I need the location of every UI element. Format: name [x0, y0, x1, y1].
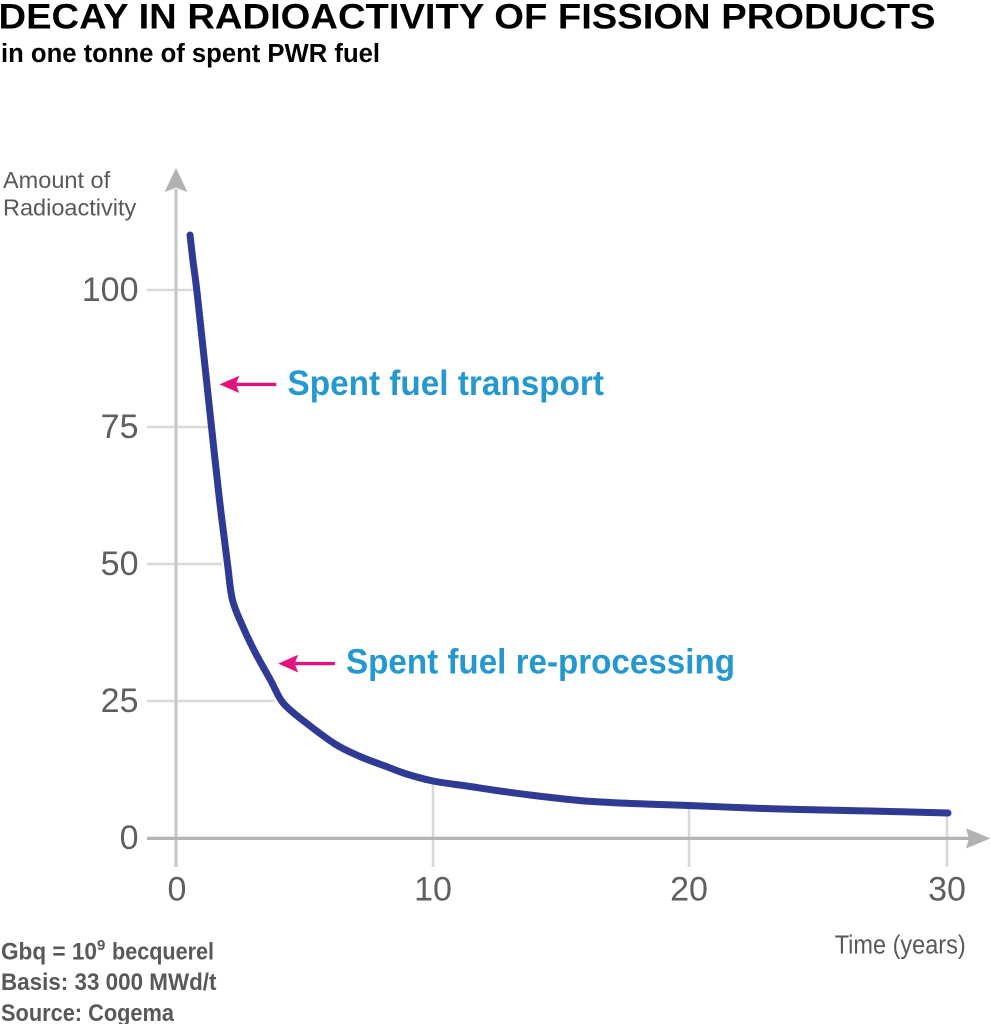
svg-text:10: 10 — [414, 870, 452, 908]
svg-text:0: 0 — [120, 819, 139, 857]
svg-text:Time (years): Time (years) — [835, 931, 966, 959]
svg-text:Radioactivity: Radioactivity — [3, 195, 136, 221]
svg-text:50: 50 — [101, 545, 139, 583]
svg-text:in one tonne of spent PWR fuel: in one tonne of spent PWR fuel — [1, 40, 380, 68]
svg-text:Basis: 33 000 MWd/t: Basis: 33 000 MWd/t — [1, 969, 217, 996]
svg-text:Spent fuel re-processing: Spent fuel re-processing — [346, 643, 735, 682]
svg-text:Source: Cogema: Source: Cogema — [1, 1000, 174, 1024]
svg-text:DECAY IN RADIOACTIVITY OF FISS: DECAY IN RADIOACTIVITY OF FISSION PRODUC… — [0, 0, 936, 37]
svg-text:75: 75 — [101, 408, 139, 446]
svg-text:Amount of: Amount of — [3, 167, 111, 193]
svg-text:becquerel: becquerel — [112, 939, 214, 966]
svg-text:0: 0 — [168, 870, 187, 908]
svg-text:9: 9 — [97, 937, 105, 954]
svg-text:25: 25 — [101, 682, 139, 720]
svg-text:Gbq = 10: Gbq = 10 — [1, 939, 97, 966]
svg-text:30: 30 — [928, 870, 966, 908]
svg-text:100: 100 — [82, 271, 139, 309]
svg-text:20: 20 — [670, 870, 708, 908]
svg-text:Spent fuel transport: Spent fuel transport — [288, 364, 605, 403]
